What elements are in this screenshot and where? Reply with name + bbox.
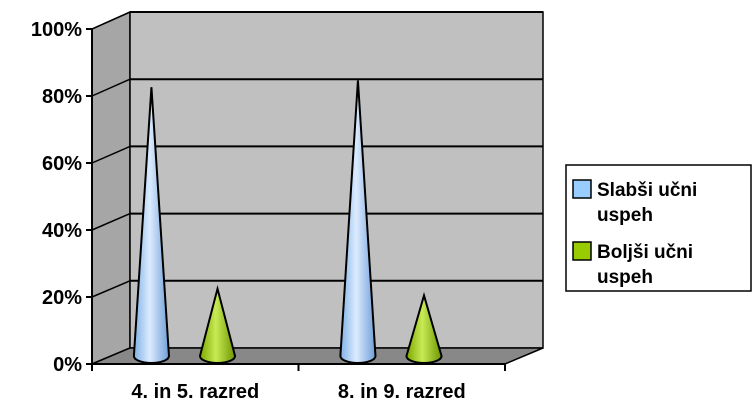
legend-box (565, 164, 752, 292)
category-label: 8. in 9. razred (338, 381, 466, 403)
gridline-side (91, 212, 131, 231)
tick-label: 60% (42, 153, 82, 175)
cone-slabsi-1 (132, 87, 170, 364)
legend: Slabši učni uspeh Boljši učni uspeh (565, 164, 752, 292)
back-wall (129, 11, 544, 349)
legend-swatch-2 (572, 241, 592, 261)
side-wall (91, 10, 131, 366)
legend-label-1: Slabši učni uspeh (597, 180, 697, 226)
tick-label: 20% (42, 287, 82, 309)
category-label: 4. in 5. razred (131, 381, 259, 403)
category-labels: 4. in 5. razred 8. in 9. razred (131, 381, 465, 403)
cones (132, 80, 443, 364)
cone-slabsi-2 (339, 80, 377, 364)
gridline-side (91, 280, 131, 298)
cone-boljsi-2 (405, 291, 443, 364)
gridline-side (91, 11, 131, 30)
cone-boljsi-1 (198, 284, 237, 364)
legend-swatch-1 (572, 179, 592, 199)
tick-label: 80% (42, 86, 82, 108)
tick-label: 40% (42, 220, 82, 242)
legend-label-2: Boljši učni uspeh (597, 242, 693, 288)
gridline-side (91, 78, 131, 97)
gridline-side (91, 145, 131, 164)
value-axis-ticks: 0% 20% 40% 60% 80% 100% (31, 19, 506, 376)
tick-label: 0% (53, 354, 82, 376)
gridlines (91, 11, 543, 298)
tick-label: 100% (31, 19, 82, 41)
